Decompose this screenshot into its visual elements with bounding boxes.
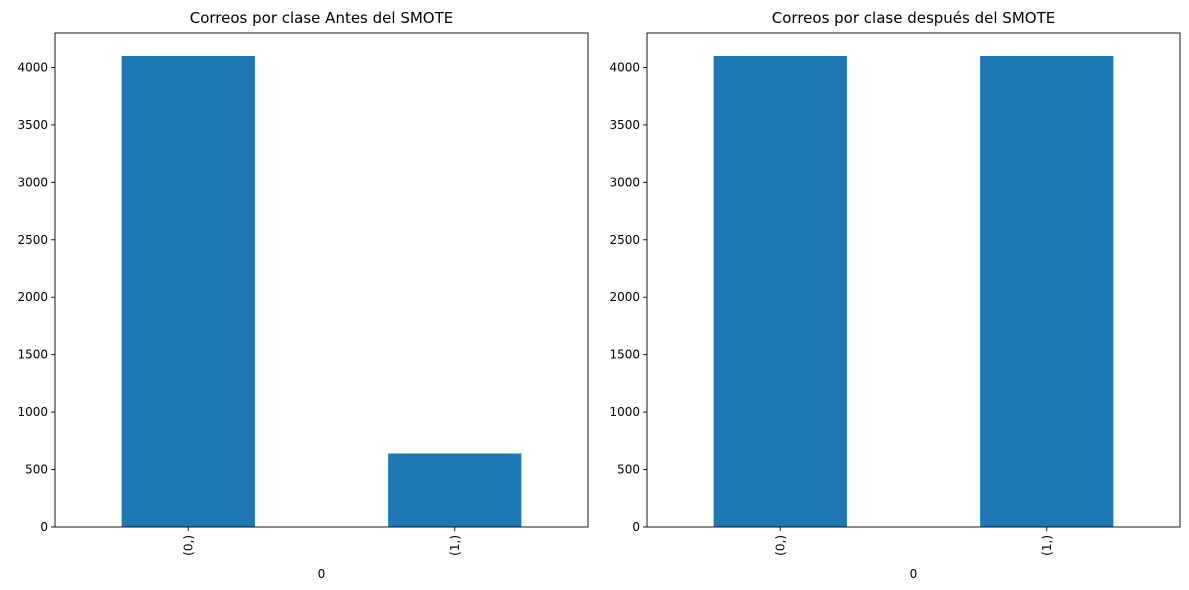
y-tick-label: 0 xyxy=(632,520,640,534)
y-tick-label: 3500 xyxy=(609,118,640,132)
y-tick-label: 4000 xyxy=(17,60,48,74)
y-tick-label: 2000 xyxy=(609,290,640,304)
bar-0 xyxy=(713,55,847,527)
chart-title: Correos por clase después del SMOTE xyxy=(772,9,1055,27)
y-tick-label: 0 xyxy=(40,520,48,534)
y-tick-label: 1500 xyxy=(609,348,640,362)
y-tick-label: 3500 xyxy=(17,118,48,132)
chart-before-smote: Correos por clase Antes del SMOTE 0 500 100… xyxy=(17,9,589,581)
y-tick-label: 3000 xyxy=(17,175,48,189)
y-tick-label: 2500 xyxy=(17,233,48,247)
y-tick-label: 1500 xyxy=(17,348,48,362)
axes-frame xyxy=(54,32,589,528)
bar-1 xyxy=(388,453,522,527)
bar-1 xyxy=(980,55,1114,527)
chart-after-smote: Correos por clase después del SMOTE 0 500 1… xyxy=(609,9,1181,581)
chart-title: Correos por clase Antes del SMOTE xyxy=(190,9,454,27)
axes-frame xyxy=(646,32,1181,528)
x-tick-label: (1,) xyxy=(448,535,462,556)
x-axis-label: 0 xyxy=(318,567,326,581)
y-tick-label: 2000 xyxy=(17,290,48,304)
x-tick-label: (0,) xyxy=(773,535,787,556)
y-tick-label: 1000 xyxy=(609,405,640,419)
x-tick-label: (0,) xyxy=(181,535,195,556)
x-axis-label: 0 xyxy=(910,567,918,581)
x-tick-label: (1,) xyxy=(1040,535,1054,556)
y-tick-label: 2500 xyxy=(609,233,640,247)
bar-0 xyxy=(121,55,255,527)
y-tick-label: 1000 xyxy=(17,405,48,419)
y-tick-label: 500 xyxy=(25,463,48,477)
y-tick-label: 4000 xyxy=(609,60,640,74)
y-tick-label: 500 xyxy=(617,463,640,477)
y-tick-label: 3000 xyxy=(609,175,640,189)
